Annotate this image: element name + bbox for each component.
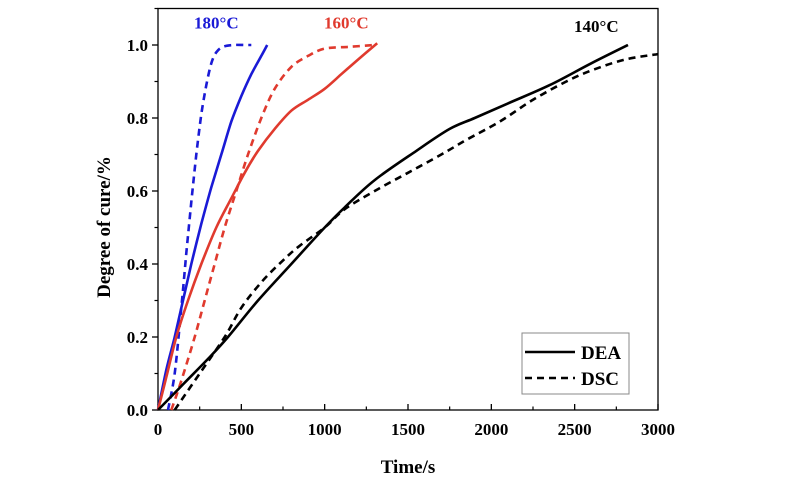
x-tick-label: 2000 [474,420,508,439]
series-line-160c-dea [156,42,379,411]
x-tick-label: 1500 [391,420,425,439]
x-tick-label: 1000 [308,420,342,439]
series-line-140c-dsc [173,52,659,411]
x-axis-ticks: 0 500 1000 1500 2000 2500 3000 [154,404,675,439]
legend-label-dsc: DSC [581,369,619,390]
temperature-label: 180°C [194,14,239,33]
y-tick-label: 0.8 [127,109,148,128]
y-tick-label: 0.0 [127,401,148,420]
y-tick-label: 0.2 [127,328,148,347]
legend-box [521,332,630,395]
y-tick-label: 0.4 [127,255,149,274]
x-tick-label: 3000 [641,420,675,439]
y-axis-title: Degree of cure/% [94,156,115,298]
y-tick-label: 0.6 [127,182,148,201]
series-line-180c-dea [156,44,269,411]
x-tick-label: 2500 [558,420,592,439]
series-line-160c-dsc [170,43,375,411]
legend: DEA DSC [521,332,630,395]
x-axis-title: Time/s [381,457,436,478]
legend-label-dea: DEA [581,343,621,364]
x-tick-label: 0 [154,420,163,439]
series-layer [156,42,659,411]
y-axis-ticks: 0.0 0.2 0.4 0.6 0.8 1.0 [127,7,158,420]
x-tick-label: 500 [229,420,255,439]
temperature-label: 140°C [574,17,619,36]
y-tick-label: 1.0 [127,36,148,55]
annotation-layer: 180°C 160°C 140°C [194,14,619,37]
temperature-label: 160°C [324,14,369,33]
